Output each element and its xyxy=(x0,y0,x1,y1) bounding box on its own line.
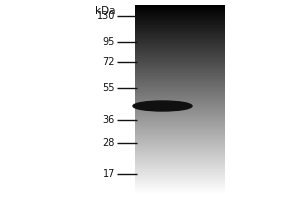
Text: 95: 95 xyxy=(103,37,115,47)
Text: kDa: kDa xyxy=(94,6,115,16)
Text: 17: 17 xyxy=(103,169,115,179)
Text: 55: 55 xyxy=(103,83,115,93)
Text: 28: 28 xyxy=(103,138,115,148)
Ellipse shape xyxy=(133,101,192,111)
Text: 36: 36 xyxy=(103,115,115,125)
Text: 72: 72 xyxy=(103,57,115,67)
Text: 130: 130 xyxy=(97,11,115,21)
